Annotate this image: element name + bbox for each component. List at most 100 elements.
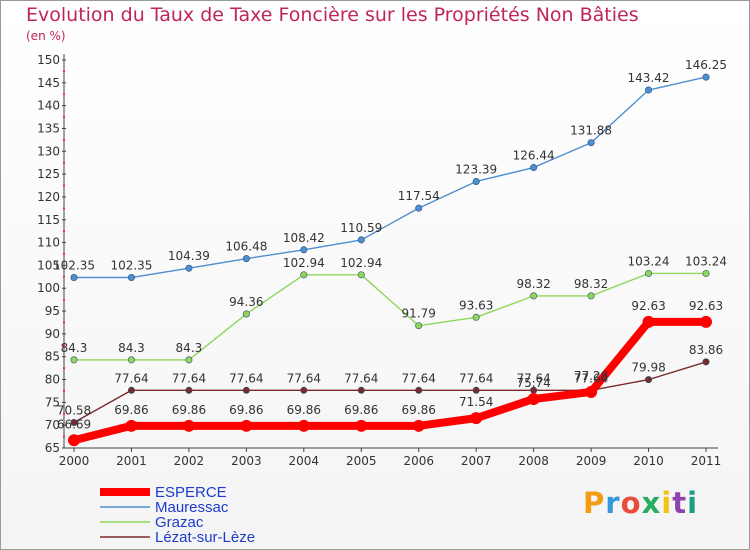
data-label: 77.64 bbox=[516, 371, 550, 385]
data-point bbox=[242, 386, 250, 394]
data-point bbox=[530, 292, 538, 300]
data-point bbox=[70, 419, 78, 427]
data-point bbox=[240, 419, 253, 432]
data-label: 92.63 bbox=[631, 299, 665, 313]
logo-letter: o bbox=[620, 486, 642, 520]
y-tick-label: 95 bbox=[45, 304, 60, 318]
data-point bbox=[68, 434, 80, 447]
data-point bbox=[127, 386, 135, 394]
data-label: 131.88 bbox=[570, 124, 612, 138]
data-point bbox=[300, 386, 308, 394]
y-minor-tick bbox=[63, 298, 65, 301]
data-label: 102.35 bbox=[53, 259, 95, 273]
y-tick-label: 75 bbox=[45, 395, 60, 409]
y-minor-tick bbox=[63, 184, 65, 187]
data-point bbox=[415, 204, 423, 212]
data-label: 146.25 bbox=[685, 58, 727, 72]
y-tick-label: 85 bbox=[45, 350, 60, 364]
data-label: 79.98 bbox=[631, 361, 665, 375]
y-minor-tick bbox=[63, 93, 65, 96]
y-tick-label: 80 bbox=[45, 373, 60, 387]
data-label: 69.86 bbox=[287, 403, 321, 417]
x-tick-label: 2003 bbox=[231, 454, 262, 468]
data-label: 77.28 bbox=[574, 369, 608, 383]
legend-label: Lézat-sur-Lèze bbox=[155, 529, 255, 546]
data-label: 77.64 bbox=[344, 371, 378, 385]
data-label: 83.86 bbox=[689, 343, 723, 357]
data-point bbox=[702, 358, 710, 366]
y-minor-tick bbox=[63, 230, 65, 233]
data-label: 102.35 bbox=[110, 259, 152, 273]
y-minor-tick bbox=[63, 389, 65, 392]
axes: 65 70 75 80 85 90 95 100 105 110 115 120 125 130 135 14… bbox=[37, 53, 721, 468]
data-label: 69.86 bbox=[344, 403, 378, 417]
data-point bbox=[125, 419, 138, 432]
data-label: 66.69 bbox=[57, 417, 91, 431]
data-point bbox=[472, 177, 480, 185]
data-point bbox=[415, 386, 423, 394]
data-label: 77.64 bbox=[172, 371, 206, 385]
data-point bbox=[185, 356, 193, 364]
data-label: 93.63 bbox=[459, 298, 493, 312]
data-label: 117.54 bbox=[398, 189, 440, 203]
y-tick-label: 140 bbox=[37, 99, 60, 113]
x-tick-label: 2002 bbox=[174, 454, 205, 468]
data-label: 71.54 bbox=[459, 395, 493, 409]
data-label: 108.42 bbox=[283, 231, 325, 245]
data-point bbox=[357, 236, 365, 244]
data-label: 94.36 bbox=[229, 295, 263, 309]
data-point bbox=[645, 86, 653, 94]
y-tick-label: 100 bbox=[37, 281, 60, 295]
series-2 bbox=[70, 269, 710, 364]
series-1 bbox=[70, 73, 710, 282]
data-point bbox=[642, 315, 655, 328]
data-label: 123.39 bbox=[455, 162, 497, 176]
y-tick-label: 70 bbox=[45, 418, 60, 432]
y-minor-tick bbox=[63, 70, 65, 73]
data-label: 77.64 bbox=[229, 371, 263, 385]
y-tick-label: 90 bbox=[45, 327, 60, 341]
data-label: 70.58 bbox=[57, 404, 91, 418]
y-tick-label: 65 bbox=[45, 441, 60, 455]
data-label: 84.3 bbox=[118, 341, 145, 355]
x-tick-label: 2005 bbox=[346, 454, 377, 468]
data-label: 77.64 bbox=[459, 371, 493, 385]
data-point bbox=[300, 271, 308, 279]
data-label: 143.42 bbox=[628, 71, 670, 85]
legend-label: Mauressac bbox=[155, 499, 229, 516]
data-point bbox=[242, 255, 250, 263]
data-label: 126.44 bbox=[513, 149, 555, 163]
data-point bbox=[185, 264, 193, 272]
y-tick-label: 120 bbox=[37, 190, 60, 204]
series-0 bbox=[68, 315, 712, 447]
series-line bbox=[74, 272, 706, 361]
data-label: 91.79 bbox=[402, 307, 436, 321]
y-minor-tick bbox=[63, 344, 65, 347]
y-minor-tick bbox=[63, 412, 65, 415]
data-label: 84.3 bbox=[61, 341, 88, 355]
data-label: 77.64 bbox=[402, 371, 436, 385]
y-tick-label: 115 bbox=[37, 213, 60, 227]
y-tick-label: 110 bbox=[37, 236, 60, 250]
x-tick-label: 2006 bbox=[403, 454, 434, 468]
y-minor-tick bbox=[63, 253, 65, 255]
y-minor-tick bbox=[63, 161, 65, 164]
data-label: 110.59 bbox=[340, 221, 382, 235]
data-point bbox=[587, 139, 595, 147]
data-label: 69.86 bbox=[229, 403, 263, 417]
chart-title: Evolution du Taux de Taxe Foncière sur l… bbox=[26, 4, 639, 26]
data-label: 69.86 bbox=[114, 403, 148, 417]
data-point bbox=[357, 271, 365, 279]
y-tick-label: 130 bbox=[37, 144, 60, 158]
data-point bbox=[127, 274, 135, 282]
x-tick-label: 2008 bbox=[518, 454, 549, 468]
y-tick-label: 125 bbox=[37, 167, 60, 181]
data-point bbox=[297, 419, 310, 432]
data-point bbox=[645, 376, 653, 384]
logo-letter: P bbox=[583, 486, 606, 520]
data-label: 106.48 bbox=[225, 240, 267, 254]
logo-letter: t bbox=[672, 486, 688, 520]
data-label: 103.24 bbox=[628, 254, 670, 268]
